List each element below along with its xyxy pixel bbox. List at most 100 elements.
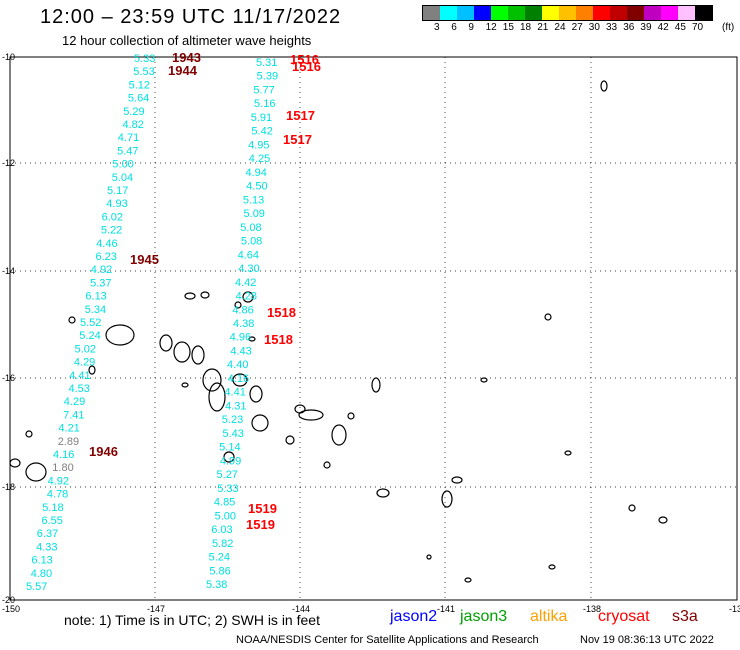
island-outline — [234, 301, 242, 309]
time-label: 1516 — [292, 59, 321, 74]
lat-lon-grid — [9, 56, 738, 601]
time-label: 1945 — [130, 252, 159, 267]
island-outline — [480, 377, 488, 383]
swh-value: 7.41 — [63, 409, 84, 421]
time-label: 1518 — [264, 332, 293, 347]
swh-value: 4.92 — [91, 264, 112, 276]
island-outline — [347, 412, 355, 420]
island-outline — [181, 382, 189, 388]
swh-value: 6.03 — [211, 524, 232, 536]
island-outline — [88, 365, 96, 375]
swh-value: 4.43 — [230, 345, 251, 357]
island-outline — [184, 292, 196, 300]
swh-value: 5.42 — [251, 126, 272, 138]
legend-label: 27 — [571, 22, 583, 33]
swh-value: 4.29 — [64, 396, 85, 408]
legend-swatch — [695, 6, 712, 20]
legend-swatch — [525, 6, 542, 20]
island-outline — [191, 345, 205, 365]
swh-value: 5.91 — [251, 112, 272, 124]
swh-value: 4.50 — [246, 181, 267, 193]
island-outline — [323, 461, 331, 469]
lon-tick-label: -150 — [2, 604, 20, 614]
time-label: 1943 — [172, 50, 201, 65]
swh-value: 4.41 — [69, 370, 90, 382]
swh-value: 4.92 — [48, 475, 69, 487]
legend-label: 70 — [692, 22, 704, 33]
swh-value: 4.31 — [225, 400, 246, 412]
time-label: 1517 — [283, 132, 312, 147]
swh-value: 4.53 — [69, 383, 90, 395]
swh-value: 4.21 — [58, 423, 79, 435]
island-outline — [451, 476, 463, 484]
island-outline — [441, 490, 453, 508]
swh-value: 5.12 — [129, 79, 150, 91]
lat-tick-label: -20 — [2, 595, 15, 605]
island-outline — [242, 291, 254, 303]
swh-value: 5.37 — [90, 277, 111, 289]
swh-value: 4.82 — [123, 119, 144, 131]
swh-value: 5.18 — [42, 502, 63, 514]
island-outline — [159, 334, 173, 352]
swh-value: 5.04 — [112, 172, 133, 184]
swh-value: 6.13 — [85, 291, 106, 303]
swh-value: 5.13 — [243, 194, 264, 206]
swh-value: 4.16 — [228, 373, 249, 385]
credit-line: NOAA/NESDIS Center for Satellite Applica… — [236, 634, 539, 646]
swh-value: 5.22 — [101, 225, 122, 237]
legend-label: 45 — [674, 22, 686, 33]
swh-value: 2.89 — [58, 436, 79, 448]
swh-value: 5.43 — [222, 428, 243, 440]
swh-value: 5.39 — [257, 71, 278, 83]
swh-value: 4.80 — [31, 568, 52, 580]
island-outline — [371, 377, 381, 393]
swh-value: 5.64 — [128, 93, 149, 105]
footer-note: note: 1) Time is in UTC; 2) SWH is in fe… — [64, 612, 320, 628]
swh-value: 4.25 — [249, 153, 270, 165]
legend-label: 12 — [485, 22, 497, 33]
legend-swatch — [661, 6, 678, 20]
legend-swatch — [644, 6, 661, 20]
legend-swatch — [610, 6, 627, 20]
island-outline — [600, 80, 608, 92]
swh-value: 4.29 — [74, 357, 95, 369]
swh-value: 5.77 — [253, 84, 274, 96]
legend-swatch — [491, 6, 508, 20]
island-outline — [25, 430, 33, 438]
island-outline — [544, 313, 552, 321]
lat-tick-label: -14 — [2, 266, 15, 276]
swh-value: 6.13 — [31, 555, 52, 567]
legend-swatch — [593, 6, 610, 20]
legend-label: 36 — [623, 22, 635, 33]
swh-value: 4.40 — [227, 359, 248, 371]
swh-value: 4.33 — [36, 541, 57, 553]
lon-tick-label: -147 — [147, 604, 165, 614]
time-label: 1518 — [267, 305, 296, 320]
swh-value: 6.02 — [102, 211, 123, 223]
color-scale-labels: 3 6 9 12 15 18 21 24 27 30 33 36 39 42 45 70 (ft) — [422, 22, 740, 34]
time-label: 1517 — [286, 108, 315, 123]
legend-swatch — [474, 6, 491, 20]
map-frame — [9, 56, 738, 601]
island-outline — [564, 450, 572, 456]
island-outline — [223, 451, 235, 463]
swh-value: 5.29 — [123, 106, 144, 118]
page-subtitle: 12 hour collection of altimeter wave hei… — [62, 33, 312, 48]
swh-value: 5.08 — [241, 236, 262, 248]
island-outline — [208, 382, 226, 412]
swh-value: 4.78 — [47, 489, 68, 501]
legend-swatch — [576, 6, 593, 20]
swh-value: 4.30 — [238, 263, 259, 275]
lon-tick-label: -141 — [437, 604, 455, 614]
swh-value: 4.99 — [220, 455, 241, 467]
legend-swatch — [627, 6, 644, 20]
swh-value: 5.47 — [117, 145, 138, 157]
swh-value: 4.38 — [233, 318, 254, 330]
legend-swatch — [508, 6, 525, 20]
swh-value: 5.16 — [254, 98, 275, 110]
swh-value: 5.24 — [79, 330, 100, 342]
swh-value: 4.46 — [96, 238, 117, 250]
generated-timestamp: Nov 19 08:36:13 UTC 2022 — [580, 634, 714, 646]
swh-value: 5.00 — [215, 510, 236, 522]
island-outline — [9, 458, 21, 468]
